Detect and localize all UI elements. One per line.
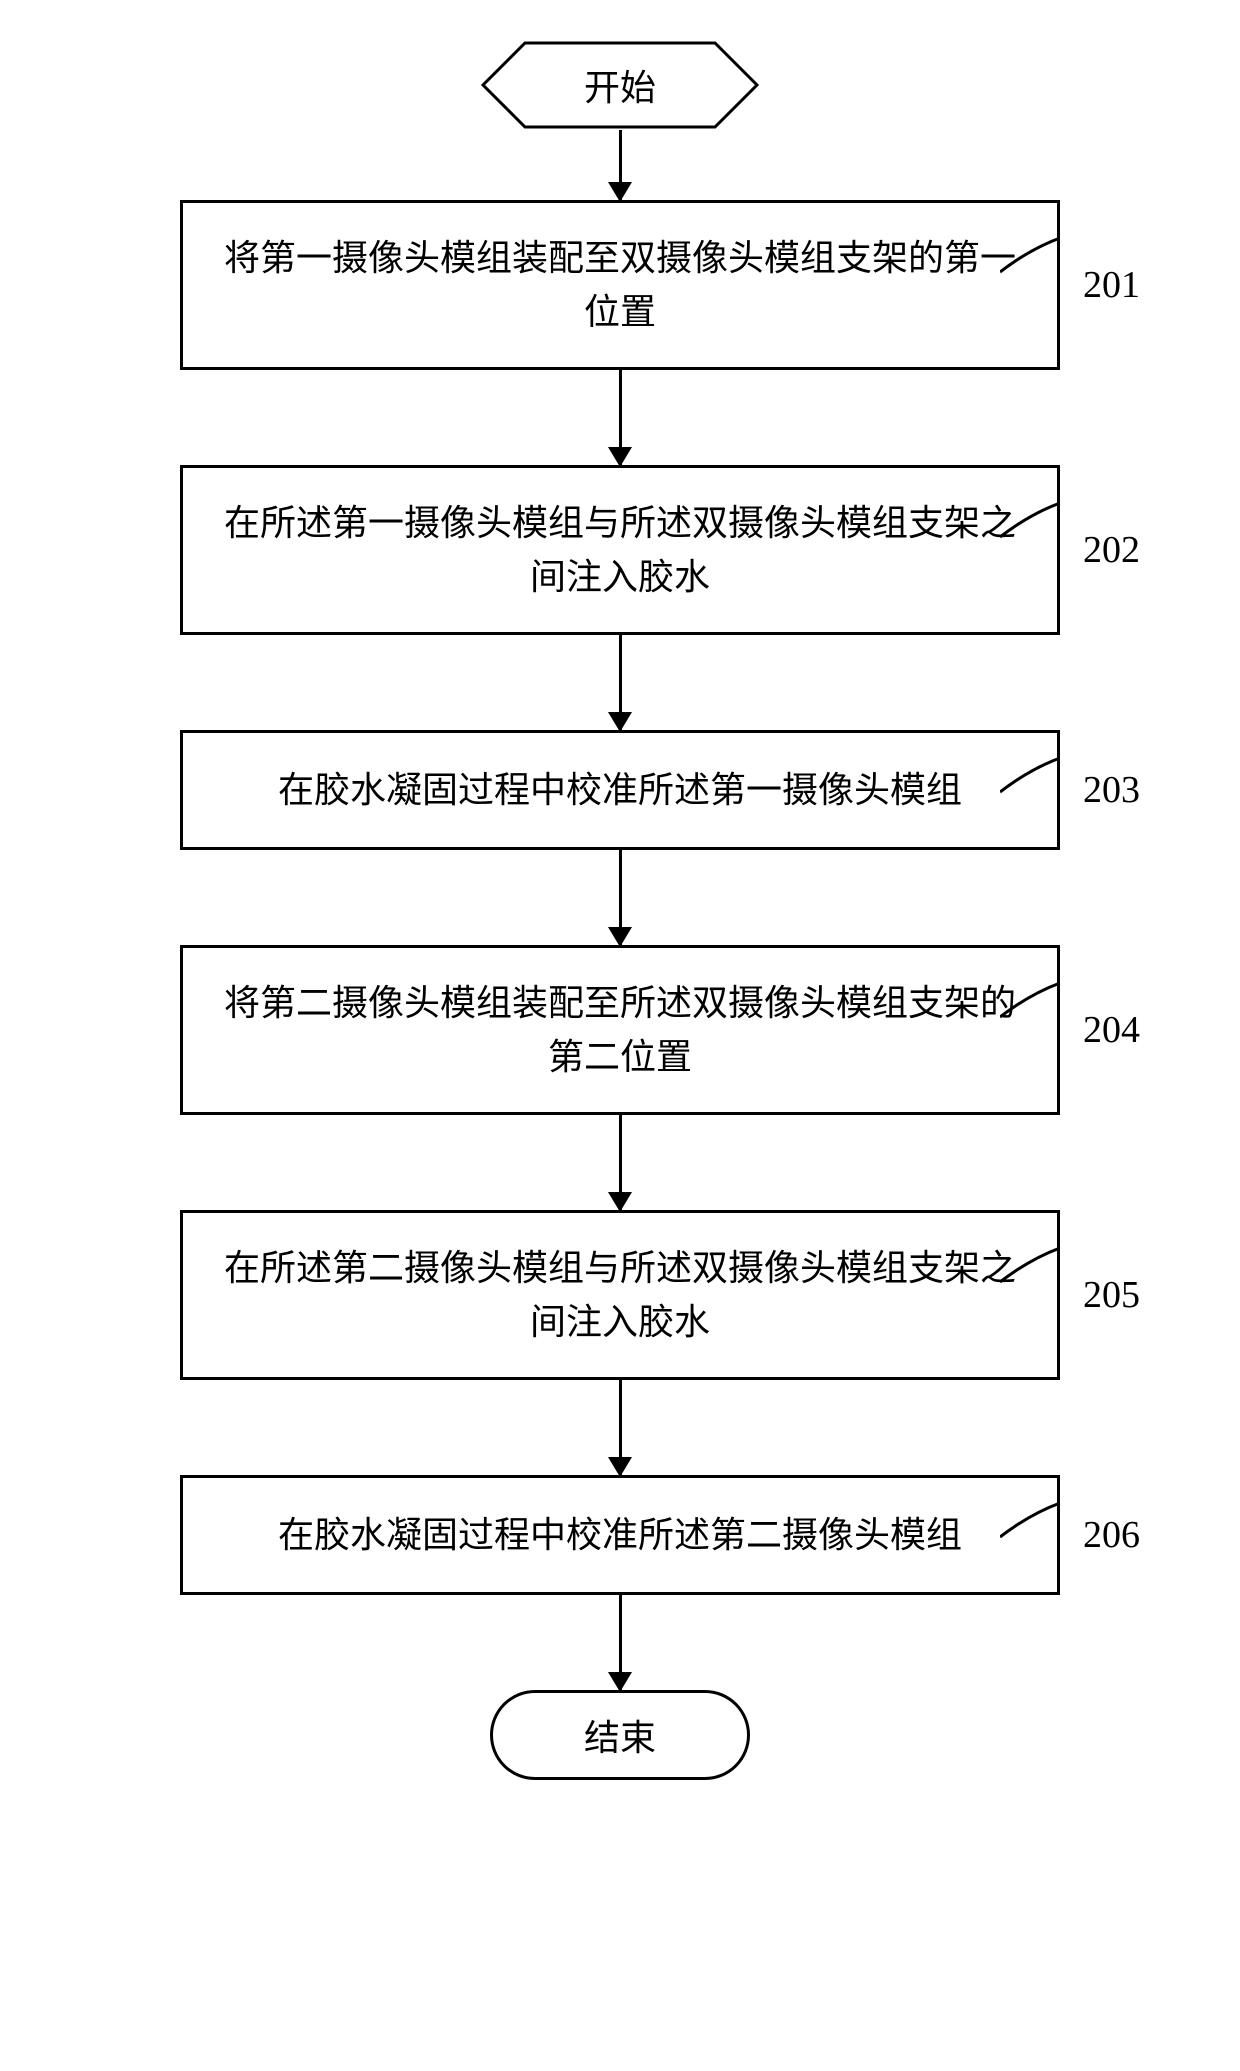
process-box-202: 在所述第一摄像头模组与所述双摄像头模组支架之间注入胶水 [180,465,1060,635]
label-connector [1000,1499,1060,1539]
arrow [619,850,622,945]
process-text: 在胶水凝固过程中校准所述第一摄像头模组 [278,763,962,817]
label-connector [1000,234,1060,274]
arrow [619,370,622,465]
step-wrapper: 在胶水凝固过程中校准所述第二摄像头模组 206 [70,1475,1170,1595]
process-text: 在所述第二摄像头模组与所述双摄像头模组支架之间注入胶水 [223,1241,1017,1349]
arrow [619,1380,622,1475]
arrow [619,130,622,200]
label-connector [1000,1244,1060,1284]
step-label: 205 [1083,1273,1140,1317]
process-text: 在胶水凝固过程中校准所述第二摄像头模组 [278,1508,962,1562]
start-label: 开始 [584,59,656,111]
label-connector [1000,499,1060,539]
step-label: 206 [1083,1513,1140,1557]
step-label: 204 [1083,1008,1140,1052]
step-label: 201 [1083,263,1140,307]
process-text: 将第二摄像头模组装配至所述双摄像头模组支架的第二位置 [223,976,1017,1084]
process-box-203: 在胶水凝固过程中校准所述第一摄像头模组 [180,730,1060,850]
process-text: 在所述第一摄像头模组与所述双摄像头模组支架之间注入胶水 [223,496,1017,604]
step-wrapper: 将第一摄像头模组装配至双摄像头模组支架的第一位置 201 [70,200,1170,370]
process-box-205: 在所述第二摄像头模组与所述双摄像头模组支架之间注入胶水 [180,1210,1060,1380]
step-label: 203 [1083,768,1140,812]
end-terminator: 结束 [490,1690,750,1780]
start-terminator: 开始 [480,40,760,130]
step-wrapper: 在胶水凝固过程中校准所述第一摄像头模组 203 [70,730,1170,850]
label-connector [1000,979,1060,1019]
process-box-201: 将第一摄像头模组装配至双摄像头模组支架的第一位置 [180,200,1060,370]
flowchart-container: 开始 将第一摄像头模组装配至双摄像头模组支架的第一位置 201 在所述第一摄像头… [70,40,1170,1780]
step-label: 202 [1083,528,1140,572]
step-wrapper: 将第二摄像头模组装配至所述双摄像头模组支架的第二位置 204 [70,945,1170,1115]
step-wrapper: 在所述第一摄像头模组与所述双摄像头模组支架之间注入胶水 202 [70,465,1170,635]
process-box-206: 在胶水凝固过程中校准所述第二摄像头模组 [180,1475,1060,1595]
step-wrapper: 在所述第二摄像头模组与所述双摄像头模组支架之间注入胶水 205 [70,1210,1170,1380]
end-label: 结束 [584,1709,656,1761]
label-connector [1000,754,1060,794]
process-box-204: 将第二摄像头模组装配至所述双摄像头模组支架的第二位置 [180,945,1060,1115]
arrow [619,1595,622,1690]
arrow [619,635,622,730]
arrow [619,1115,622,1210]
process-text: 将第一摄像头模组装配至双摄像头模组支架的第一位置 [223,231,1017,339]
